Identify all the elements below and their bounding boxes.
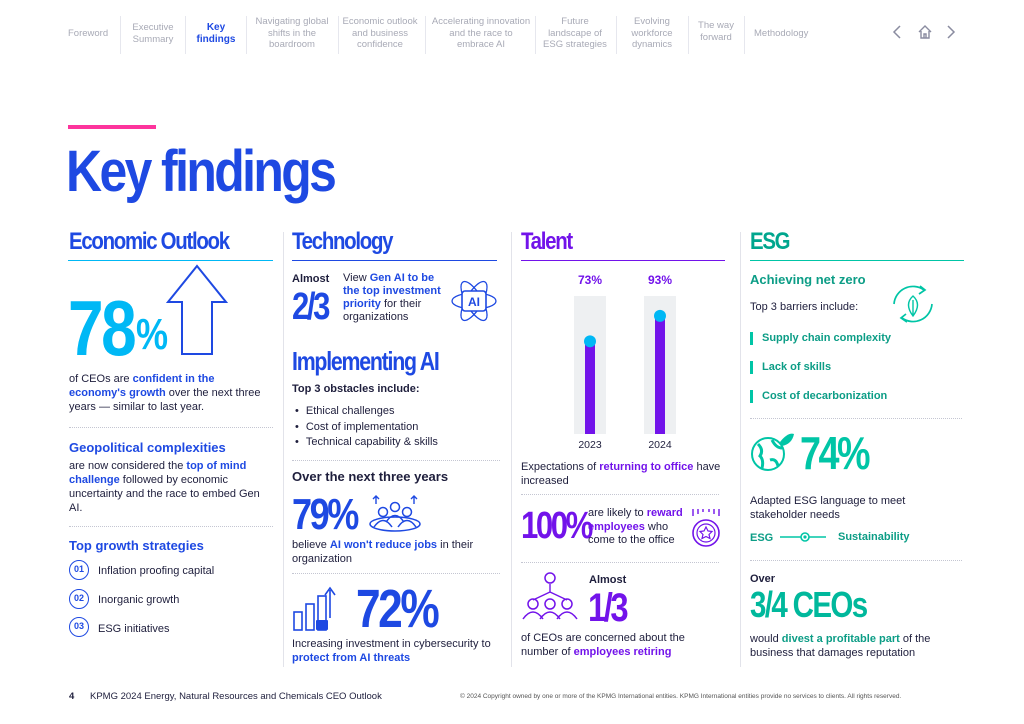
recycle-leaf-icon bbox=[893, 285, 933, 323]
technology-heading-rule bbox=[292, 260, 497, 261]
strategy-label: Inorganic growth bbox=[98, 594, 180, 606]
talent-heading: Talent bbox=[521, 228, 573, 255]
stat-74: 74% bbox=[800, 427, 871, 479]
office-text: Expectations of returning to office have… bbox=[521, 461, 721, 487]
tech-fraction: 2/3 bbox=[292, 286, 330, 328]
implementing-ai-title: Implementing AI bbox=[292, 346, 440, 376]
next-three-years-title: Over the next three years bbox=[292, 469, 449, 484]
bar-year-label: 2024 bbox=[648, 439, 672, 451]
esg-heading: ESG bbox=[750, 228, 791, 255]
bar-2024 bbox=[655, 315, 665, 434]
technology-heading: Technology bbox=[292, 228, 393, 255]
talent-heading-rule bbox=[521, 260, 725, 261]
investment-growth-icon bbox=[293, 586, 336, 631]
esg-heading-rule bbox=[750, 260, 964, 261]
bar-year-label: 2023 bbox=[578, 439, 602, 451]
nav-esg-strategies[interactable]: Future landscape of ESG strategies bbox=[543, 16, 607, 50]
talent-bar-chart: 73% 2023 93% 2024 bbox=[574, 273, 676, 451]
nav-key-findings[interactable]: Key findings bbox=[196, 22, 236, 45]
strategy-number: 02 bbox=[69, 589, 89, 609]
bar-value-label: 93% bbox=[648, 273, 672, 287]
bar-2023 bbox=[585, 341, 595, 434]
nav-accelerating-innovation[interactable]: Accelerating innovation and the race to … bbox=[431, 16, 531, 50]
obstacle-item: Cost of implementation bbox=[295, 421, 419, 433]
strategy-number: 03 bbox=[69, 617, 89, 637]
page-number: 4 bbox=[69, 691, 75, 702]
chevron-left-icon[interactable] bbox=[890, 24, 904, 40]
esg-to-sustainability-arrow bbox=[780, 532, 826, 542]
nav-economic-outlook[interactable]: Economic outlook and business confidence bbox=[342, 16, 418, 50]
divest-text: would divest a profitable part of the bu… bbox=[750, 633, 931, 659]
nav-methodology[interactable]: Methodology bbox=[754, 28, 809, 39]
strategy-label: Inflation proofing capital bbox=[98, 565, 215, 577]
almost-label: Almost bbox=[292, 273, 330, 285]
economic-heading-rule bbox=[68, 260, 273, 261]
chevron-right-icon[interactable] bbox=[944, 24, 958, 40]
esg-barrier-item: Supply chain complexity bbox=[762, 332, 891, 344]
retire-text: of CEOs are concerned about the number o… bbox=[521, 632, 685, 658]
title-accent-bar bbox=[68, 125, 156, 129]
stat-79-text: believe AI won't reduce jobs in their or… bbox=[292, 539, 474, 565]
obstacle-item: Ethical challenges bbox=[295, 405, 395, 417]
geopolitical-title: Geopolitical complexities bbox=[69, 440, 226, 455]
esg-barrier-item: Lack of skills bbox=[762, 361, 832, 373]
top-navigation: Foreword Executive Summary Key findings … bbox=[60, 0, 960, 60]
esg-label: ESG bbox=[750, 532, 774, 544]
nav-way-forward[interactable]: The way forward bbox=[698, 20, 734, 43]
growth-strategies-title: Top growth strategies bbox=[69, 538, 204, 553]
economic-stat-value: 78 bbox=[68, 284, 137, 372]
geopolitical-text: are now considered the top of mind chall… bbox=[69, 460, 260, 514]
reward-badge-icon bbox=[692, 509, 720, 547]
barriers-title: Top 3 barriers include: bbox=[750, 301, 859, 313]
people-network-icon bbox=[522, 572, 578, 620]
stat-72-text: Increasing investment in cybersecurity t… bbox=[292, 638, 491, 664]
economic-stat-unit: % bbox=[136, 310, 168, 359]
strategy-number: 01 bbox=[69, 560, 89, 580]
genai-text: View Gen AI to be the top investment pri… bbox=[343, 272, 441, 323]
nav-foreword[interactable]: Foreword bbox=[68, 28, 109, 39]
stat-3-4-ceos: 3/4 CEOs bbox=[750, 584, 868, 625]
economic-stat-text: of CEOs are confident in the economy's g… bbox=[69, 373, 261, 413]
almost-label: Almost bbox=[589, 574, 627, 586]
obstacle-item: Technical capability & skills bbox=[295, 436, 438, 448]
net-zero-title: Achieving net zero bbox=[750, 272, 866, 287]
stat-100: 100% bbox=[521, 505, 593, 547]
bar-marker-2023 bbox=[584, 335, 596, 348]
stat-79: 79% bbox=[292, 490, 359, 539]
nav-workforce-dynamics[interactable]: Evolving workforce dynamics bbox=[631, 16, 673, 50]
arrow-up-icon bbox=[166, 264, 228, 355]
talent-fraction: 1/3 bbox=[588, 586, 629, 630]
stat-100-text: are likely to reward employees who come … bbox=[588, 507, 683, 546]
esg-barrier-item: Cost of decarbonization bbox=[762, 390, 888, 402]
bar-value-label: 73% bbox=[578, 273, 602, 287]
strategy-label: ESG initiatives bbox=[98, 623, 170, 635]
nav-navigating-global-shifts[interactable]: Navigating global shifts in the boardroo… bbox=[255, 16, 329, 50]
economic-outlook-heading: Economic Outlook bbox=[69, 228, 230, 255]
bar-marker-2024 bbox=[654, 309, 666, 322]
ai-icon: AI bbox=[451, 280, 497, 322]
sustainability-label: Sustainability bbox=[838, 531, 910, 543]
over-label: Over bbox=[750, 573, 776, 585]
copyright-text: © 2024 Copyright owned by one or more of… bbox=[460, 693, 902, 700]
stat-72: 72% bbox=[356, 579, 440, 639]
page-title: Key findings bbox=[66, 139, 337, 204]
report-title: KPMG 2024 Energy, Natural Resources and … bbox=[90, 691, 382, 702]
ai-icon-label: AI bbox=[468, 295, 480, 309]
globe-leaf-icon bbox=[751, 433, 794, 471]
people-icon bbox=[369, 495, 421, 532]
stat-74-text: Adapted ESG language to meet stakeholder… bbox=[750, 495, 906, 521]
home-icon[interactable] bbox=[916, 23, 934, 41]
obstacles-title: Top 3 obstacles include: bbox=[292, 383, 420, 395]
nav-executive-summary[interactable]: Executive Summary bbox=[132, 22, 174, 45]
